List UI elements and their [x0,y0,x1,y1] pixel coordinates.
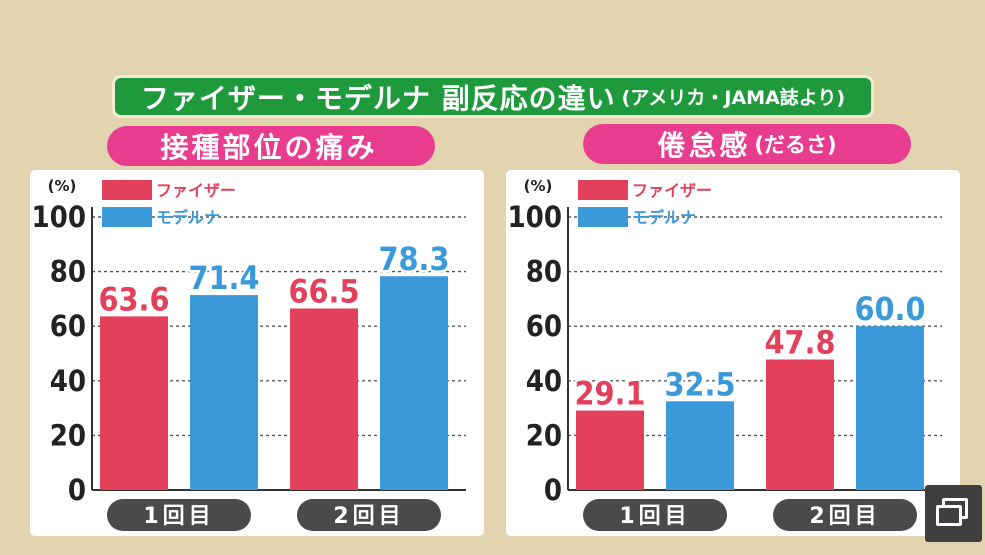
y-tick-label: 80 [50,255,86,289]
bar [856,326,924,490]
x-tick-label: 1回目 [619,504,690,529]
bar [666,401,734,490]
category-pill [297,499,441,531]
bar [576,410,644,490]
y-tick-label: 80 [526,255,562,289]
bar [190,295,258,490]
data-label: 71.4 [188,259,259,297]
x-tick-label: 2回目 [809,504,880,529]
y-tick-label: 20 [526,418,562,452]
legend-label: モデルナ [156,208,220,227]
category-pill [773,499,917,531]
y-axis-label: (%) [48,177,77,195]
chart-title-pill-left: 接種部位の痛み [107,126,435,166]
windows-icon[interactable] [925,485,982,542]
legend-swatch [102,180,152,200]
x-tick-label: 2回目 [333,504,404,529]
y-axis-label: (%) [524,177,553,195]
data-label: 63.6 [98,280,169,318]
y-tick-label: 20 [50,418,86,452]
y-tick-label: 0 [68,473,86,507]
data-label: 29.1 [574,375,645,413]
y-tick-label: 40 [50,364,86,398]
data-label: 32.5 [664,365,735,403]
legend-label: ファイザー [156,181,236,200]
data-label: 60.0 [854,290,925,328]
y-tick-label: 60 [50,309,86,343]
legend-label: モデルナ [632,208,696,227]
chart-panel-fatigue: 0 20 40 60 80 100 (%) ファイザーモデルナ 29.1 32.5 1回目 47.8 6… [506,170,960,536]
chart-header-banner: ファイザー・モデルナ 副反応の違い (アメリカ・JAMA誌より) [112,75,874,118]
data-label: 47.8 [764,324,835,362]
data-label: 78.3 [378,240,449,278]
legend-swatch [102,207,152,227]
bar [100,316,168,490]
y-tick-label: 100 [32,200,86,234]
chart-panel-injection-site-pain: 0 20 40 60 80 100 (%) ファイザーモデルナ 63.6 71.4 1回目 66.5 7… [30,170,484,536]
y-tick-label: 0 [544,473,562,507]
legend-label: ファイザー [632,181,712,200]
x-tick-label: 1回目 [143,504,214,529]
y-tick-label: 40 [526,364,562,398]
bar [290,308,358,490]
chart-title: 倦怠感 [657,129,751,162]
header-title: ファイザー・モデルナ 副反応の違い [140,81,616,115]
bar [766,359,834,490]
legend-swatch [578,207,628,227]
bar [380,276,448,490]
y-tick-label: 100 [508,200,562,234]
chart-title: 接種部位の痛み [160,131,378,164]
chart-subtitle: (だるさ) [754,133,837,157]
category-pill [583,499,727,531]
data-label: 66.5 [288,272,359,310]
header-source: (アメリカ・JAMA誌より) [621,87,846,109]
category-pill [107,499,251,531]
window-front-shape [936,505,962,526]
legend-swatch [578,180,628,200]
y-tick-label: 60 [526,309,562,343]
chart-title-pill-right: 倦怠感 (だるさ) [583,124,911,164]
